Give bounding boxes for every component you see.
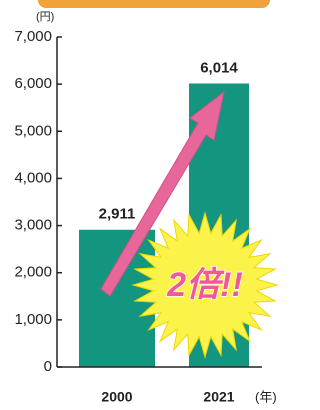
y-tick-label: 1,000 [14, 311, 52, 328]
x-axis-unit: (年) [255, 389, 277, 404]
y-tick-label: 3,000 [14, 217, 52, 234]
annotation: 2倍!! [166, 266, 243, 304]
y-axis-unit: (円) [36, 11, 54, 23]
chart: (円) (年) 2,911 2000 6,014 2021 0 1,000 2,000 3,0… [0, 0, 281, 410]
value-label: 2,911 [99, 206, 136, 223]
x-tick-label: 2000 [101, 389, 132, 405]
header-strip [38, 0, 270, 8]
y-tick-label: 7,000 [14, 28, 52, 45]
x-tick-label: 2021 [203, 389, 234, 405]
y-tick-label: 2,000 [14, 264, 52, 281]
y-tick-label: 6,000 [14, 75, 52, 92]
y-tick-label: 4,000 [14, 169, 52, 186]
y-tick-label: 5,000 [14, 122, 52, 139]
value-label: 6,014 [200, 59, 238, 76]
y-tick-label: 0 [44, 358, 52, 375]
